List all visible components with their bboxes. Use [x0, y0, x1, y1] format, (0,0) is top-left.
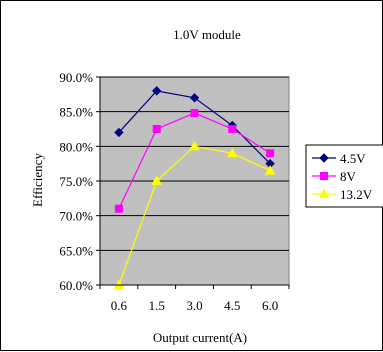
legend-label: 8V: [340, 169, 357, 184]
data-point: [266, 149, 275, 158]
x-tick-label: 4.5: [224, 298, 240, 313]
data-point: [226, 147, 238, 158]
data-point: [152, 125, 161, 133]
legend-label: 13.2V: [340, 187, 373, 202]
legend-marker: [320, 172, 328, 180]
data-point: [264, 165, 276, 175]
legend-marker: [318, 188, 330, 198]
data-point: [114, 127, 124, 138]
data-point: [189, 93, 200, 103]
y-tick-label: 60.0%: [59, 278, 93, 293]
y-tick-label: 85.0%: [59, 105, 93, 120]
data-point: [190, 109, 199, 118]
x-tick-label: 3.0: [186, 298, 202, 313]
legend-marker: [319, 153, 329, 163]
x-tick-label: 1.5: [149, 298, 165, 313]
y-axis-label: Efficiency: [30, 153, 45, 207]
y-tick-label: 70.0%: [59, 209, 93, 224]
data-point: [189, 140, 200, 151]
data-point: [151, 175, 163, 185]
x-tick-label: 0.6: [111, 298, 128, 313]
legend-label: 4.5V: [340, 151, 366, 166]
chart-title: 1.0V module: [173, 27, 241, 42]
legend: 4.5V 8V 13.2V: [305, 144, 383, 208]
data-point: [228, 125, 237, 133]
data-point: [114, 204, 123, 213]
x-tick-label: 6.0: [262, 298, 278, 313]
y-tick-label: 65.0%: [59, 243, 93, 258]
y-tick-label: 90.0%: [59, 70, 93, 85]
data-point: [151, 86, 162, 96]
y-tick-label: 75.0%: [59, 174, 93, 189]
y-tick-label: 80.0%: [59, 139, 93, 154]
x-axis-label: Output current(A): [153, 330, 247, 345]
